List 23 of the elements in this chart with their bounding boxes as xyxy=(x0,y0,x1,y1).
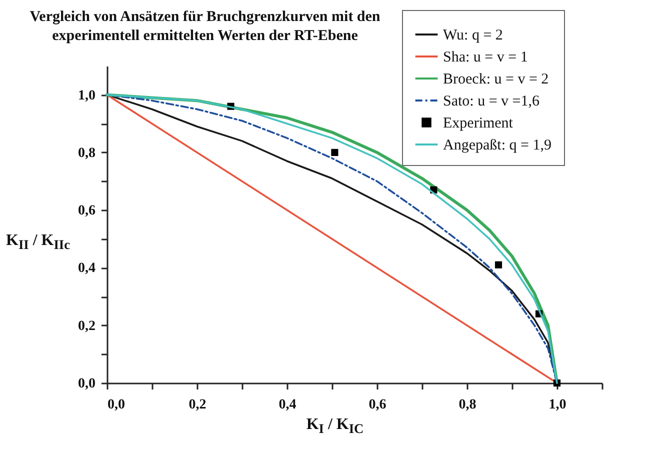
y-tick-label: 0,0 xyxy=(78,376,96,392)
x-tick-label: 0,6 xyxy=(368,398,386,412)
chart-title: Vergleich von Ansätzen für Bruchgrenzkurven mit den experimentell ermittelten Werten der RT-Ebene xyxy=(28,8,382,46)
y-tick-label: 0,2 xyxy=(78,318,96,334)
legend-label: Sha: u = v = 1 xyxy=(443,50,528,66)
x-tick-label: 0,4 xyxy=(278,398,296,412)
y-tick-label: 0,4 xyxy=(78,261,96,276)
y-tick-label: 0,8 xyxy=(78,146,96,161)
y-axis-title: K$_{II}$ / K$_{IIc}$ xyxy=(6,232,70,254)
y-tick-label: 1,0 xyxy=(78,88,96,104)
legend-label: Experiment xyxy=(443,116,514,132)
legend-label: Angepaßt: q = 1,9 xyxy=(443,138,552,154)
x-axis-title: K$_{I}$ / K$_{IC}$ xyxy=(305,416,365,438)
y-tick-label: 0,6 xyxy=(78,204,96,219)
x-tick-label: 0,8 xyxy=(458,398,476,412)
legend-label: Wu: q = 2 xyxy=(443,28,503,44)
x-tick-label: 0,2 xyxy=(188,398,206,412)
legend-label: Broeck: u = v = 2 xyxy=(443,72,549,88)
x-tick-label: 1,0 xyxy=(548,398,566,412)
x-tick-label: 0,0 xyxy=(108,398,125,412)
legend-label: Sato: u = v =1,6 xyxy=(443,94,540,110)
point xyxy=(494,261,502,268)
point xyxy=(331,148,338,156)
